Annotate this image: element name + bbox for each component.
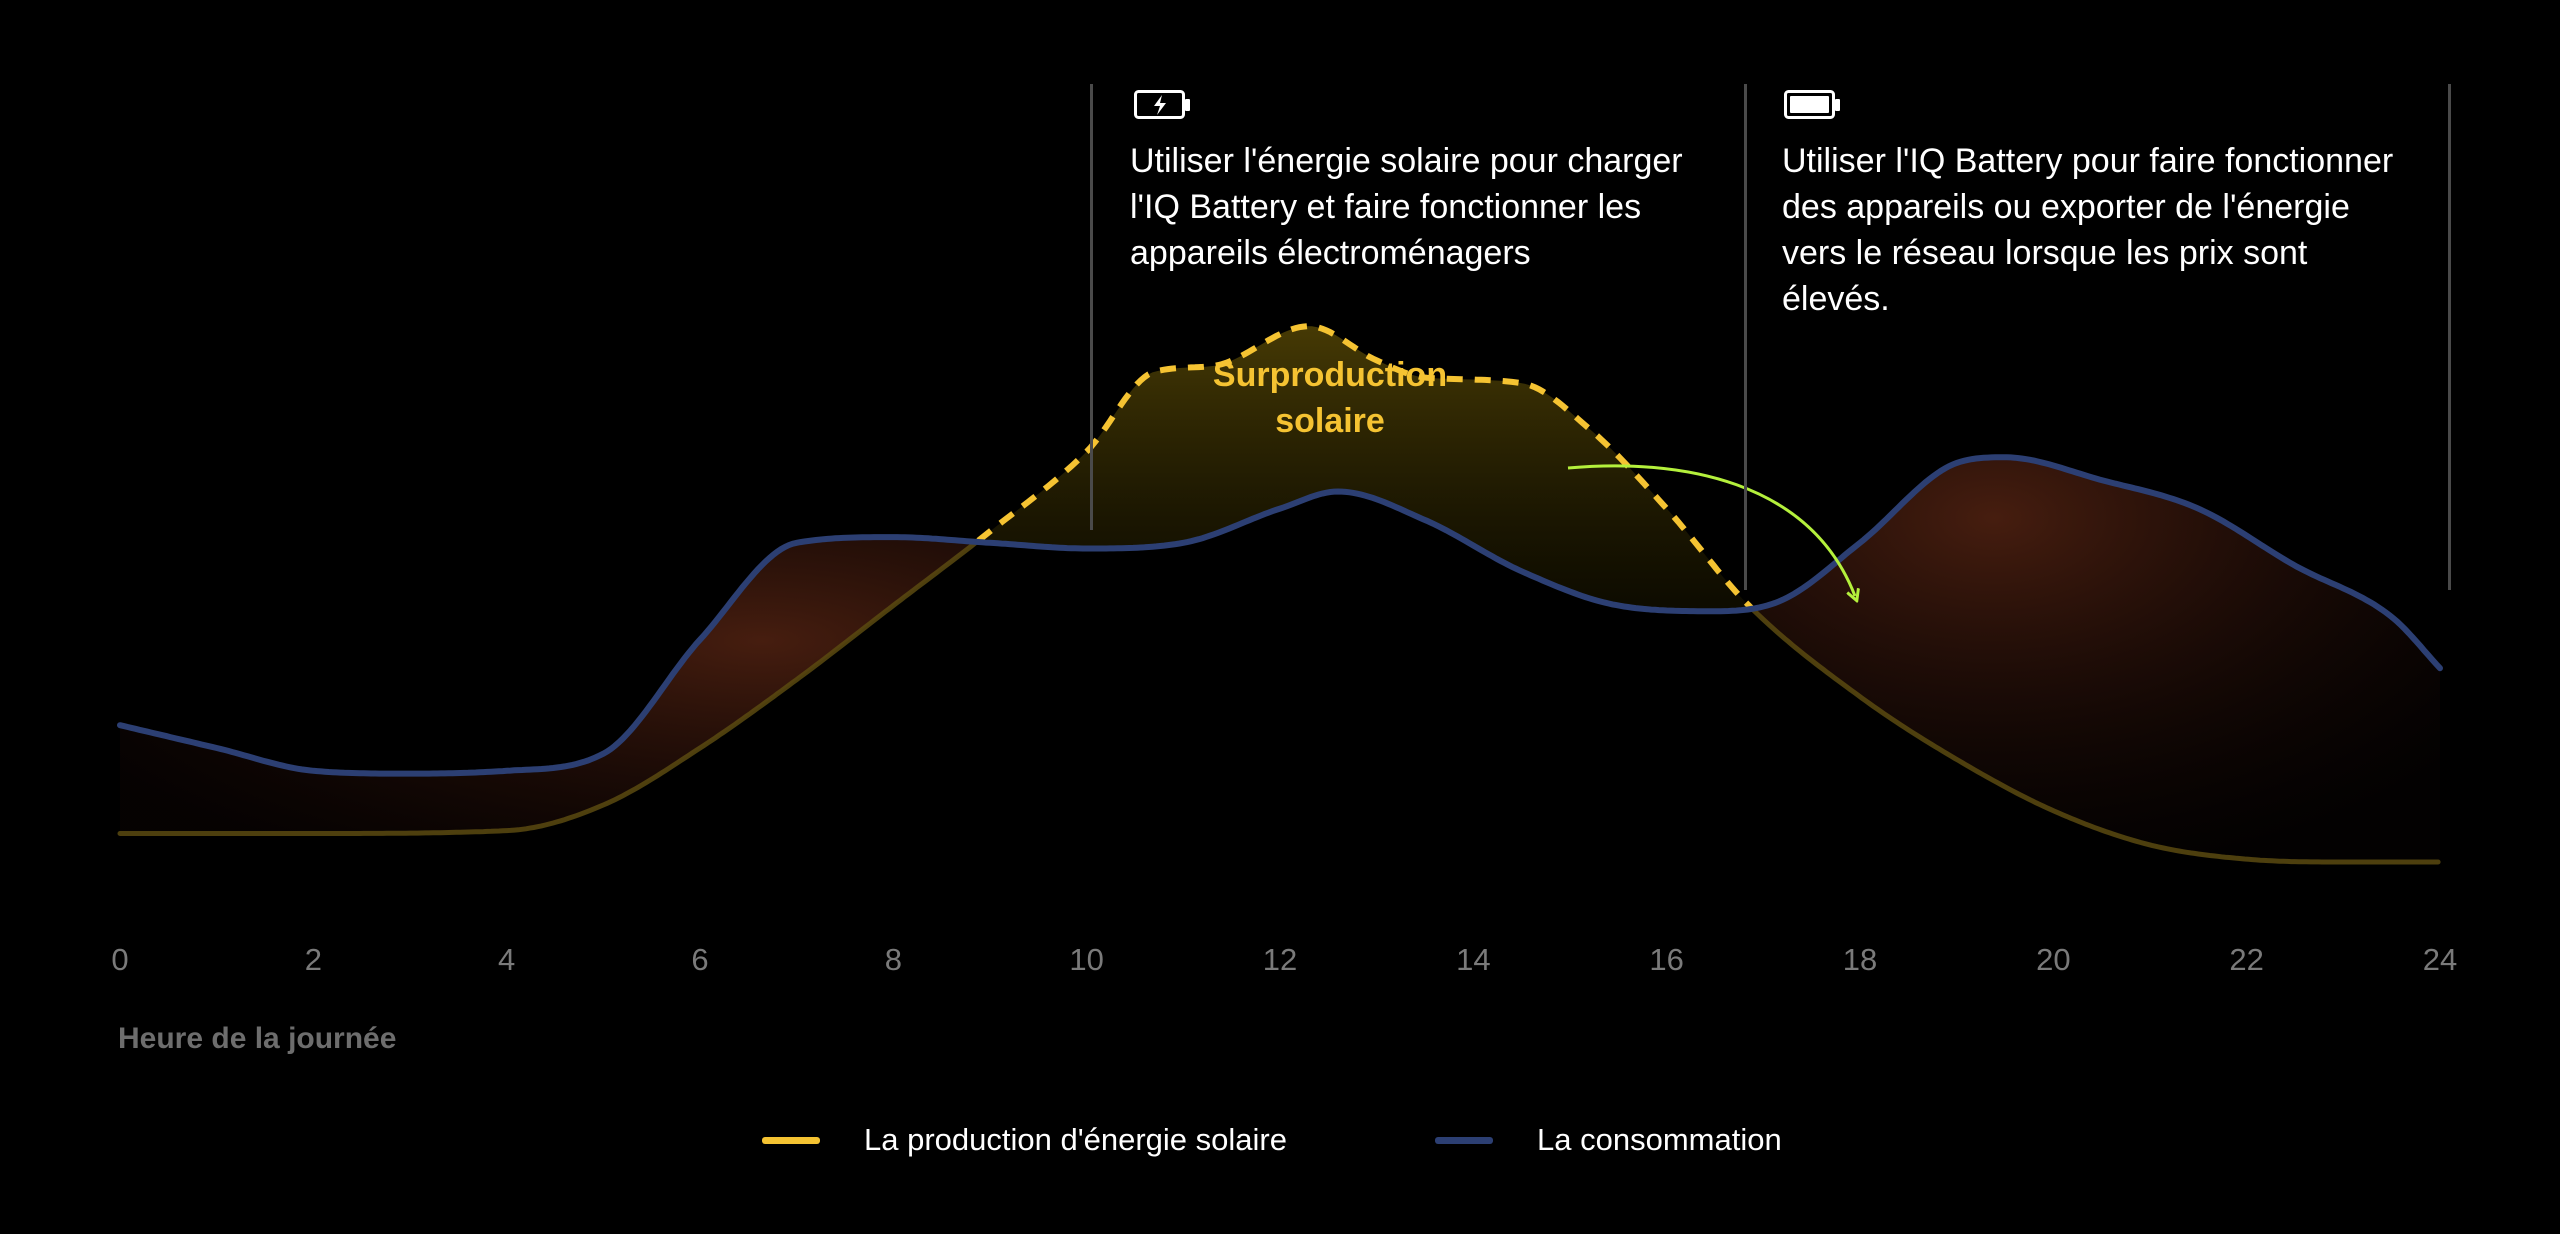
x-tick-label: 12 — [1262, 942, 1298, 977]
deficit-area-morning — [120, 537, 976, 834]
x-tick-label: 24 — [2422, 942, 2458, 977]
x-tick-label: 16 — [1649, 942, 1684, 977]
x-tick-label: 22 — [2229, 942, 2264, 977]
divider-line-discharge — [1744, 84, 1747, 590]
x-tick-label: 18 — [1842, 942, 1878, 977]
solar-line-evening — [1751, 607, 2441, 865]
x-tick-label: 8 — [884, 942, 902, 977]
legend-swatch-solar — [762, 1136, 820, 1144]
transfer-arrow — [1567, 464, 1855, 596]
surplus-label: Surproduction solaire — [1212, 356, 1448, 440]
battery-charging-icon — [1134, 90, 1190, 119]
x-tick-label: 14 — [1456, 942, 1491, 977]
divider-line-charge — [1090, 84, 1093, 530]
x-tick-label: 20 — [2036, 942, 2071, 977]
discharge-annotation: Utiliser l'IQ Battery pour faire fonctio… — [1782, 142, 2394, 318]
x-tick-label: 10 — [1069, 942, 1104, 977]
legend-swatch-consumption — [1435, 1136, 1493, 1144]
deficit-area-evening — [1753, 457, 2440, 862]
solar-line-morning — [117, 538, 981, 836]
x-tick-label: 0 — [111, 942, 129, 977]
divider-line-end — [2448, 84, 2451, 590]
consumption-line — [117, 454, 2443, 777]
legend-label-solar: La production d'énergie solaire — [864, 1122, 1287, 1157]
x-axis-label: Heure de la journée — [118, 1022, 397, 1055]
battery-full-icon — [1784, 90, 1840, 119]
x-tick-label: 4 — [498, 942, 516, 977]
solar-line-surplus — [976, 323, 1754, 611]
legend-item-consumption: La consommation — [1435, 1122, 1782, 1158]
x-tick-label: 2 — [304, 942, 322, 977]
surplus-area — [978, 326, 1752, 612]
legend-item-solar: La production d'énergie solaire — [762, 1122, 1287, 1158]
charge-annotation: Utiliser l'énergie solaire pour charger … — [1130, 142, 1683, 272]
x-tick-label: 6 — [691, 942, 709, 977]
legend-label-consumption: La consommation — [1537, 1122, 1782, 1157]
